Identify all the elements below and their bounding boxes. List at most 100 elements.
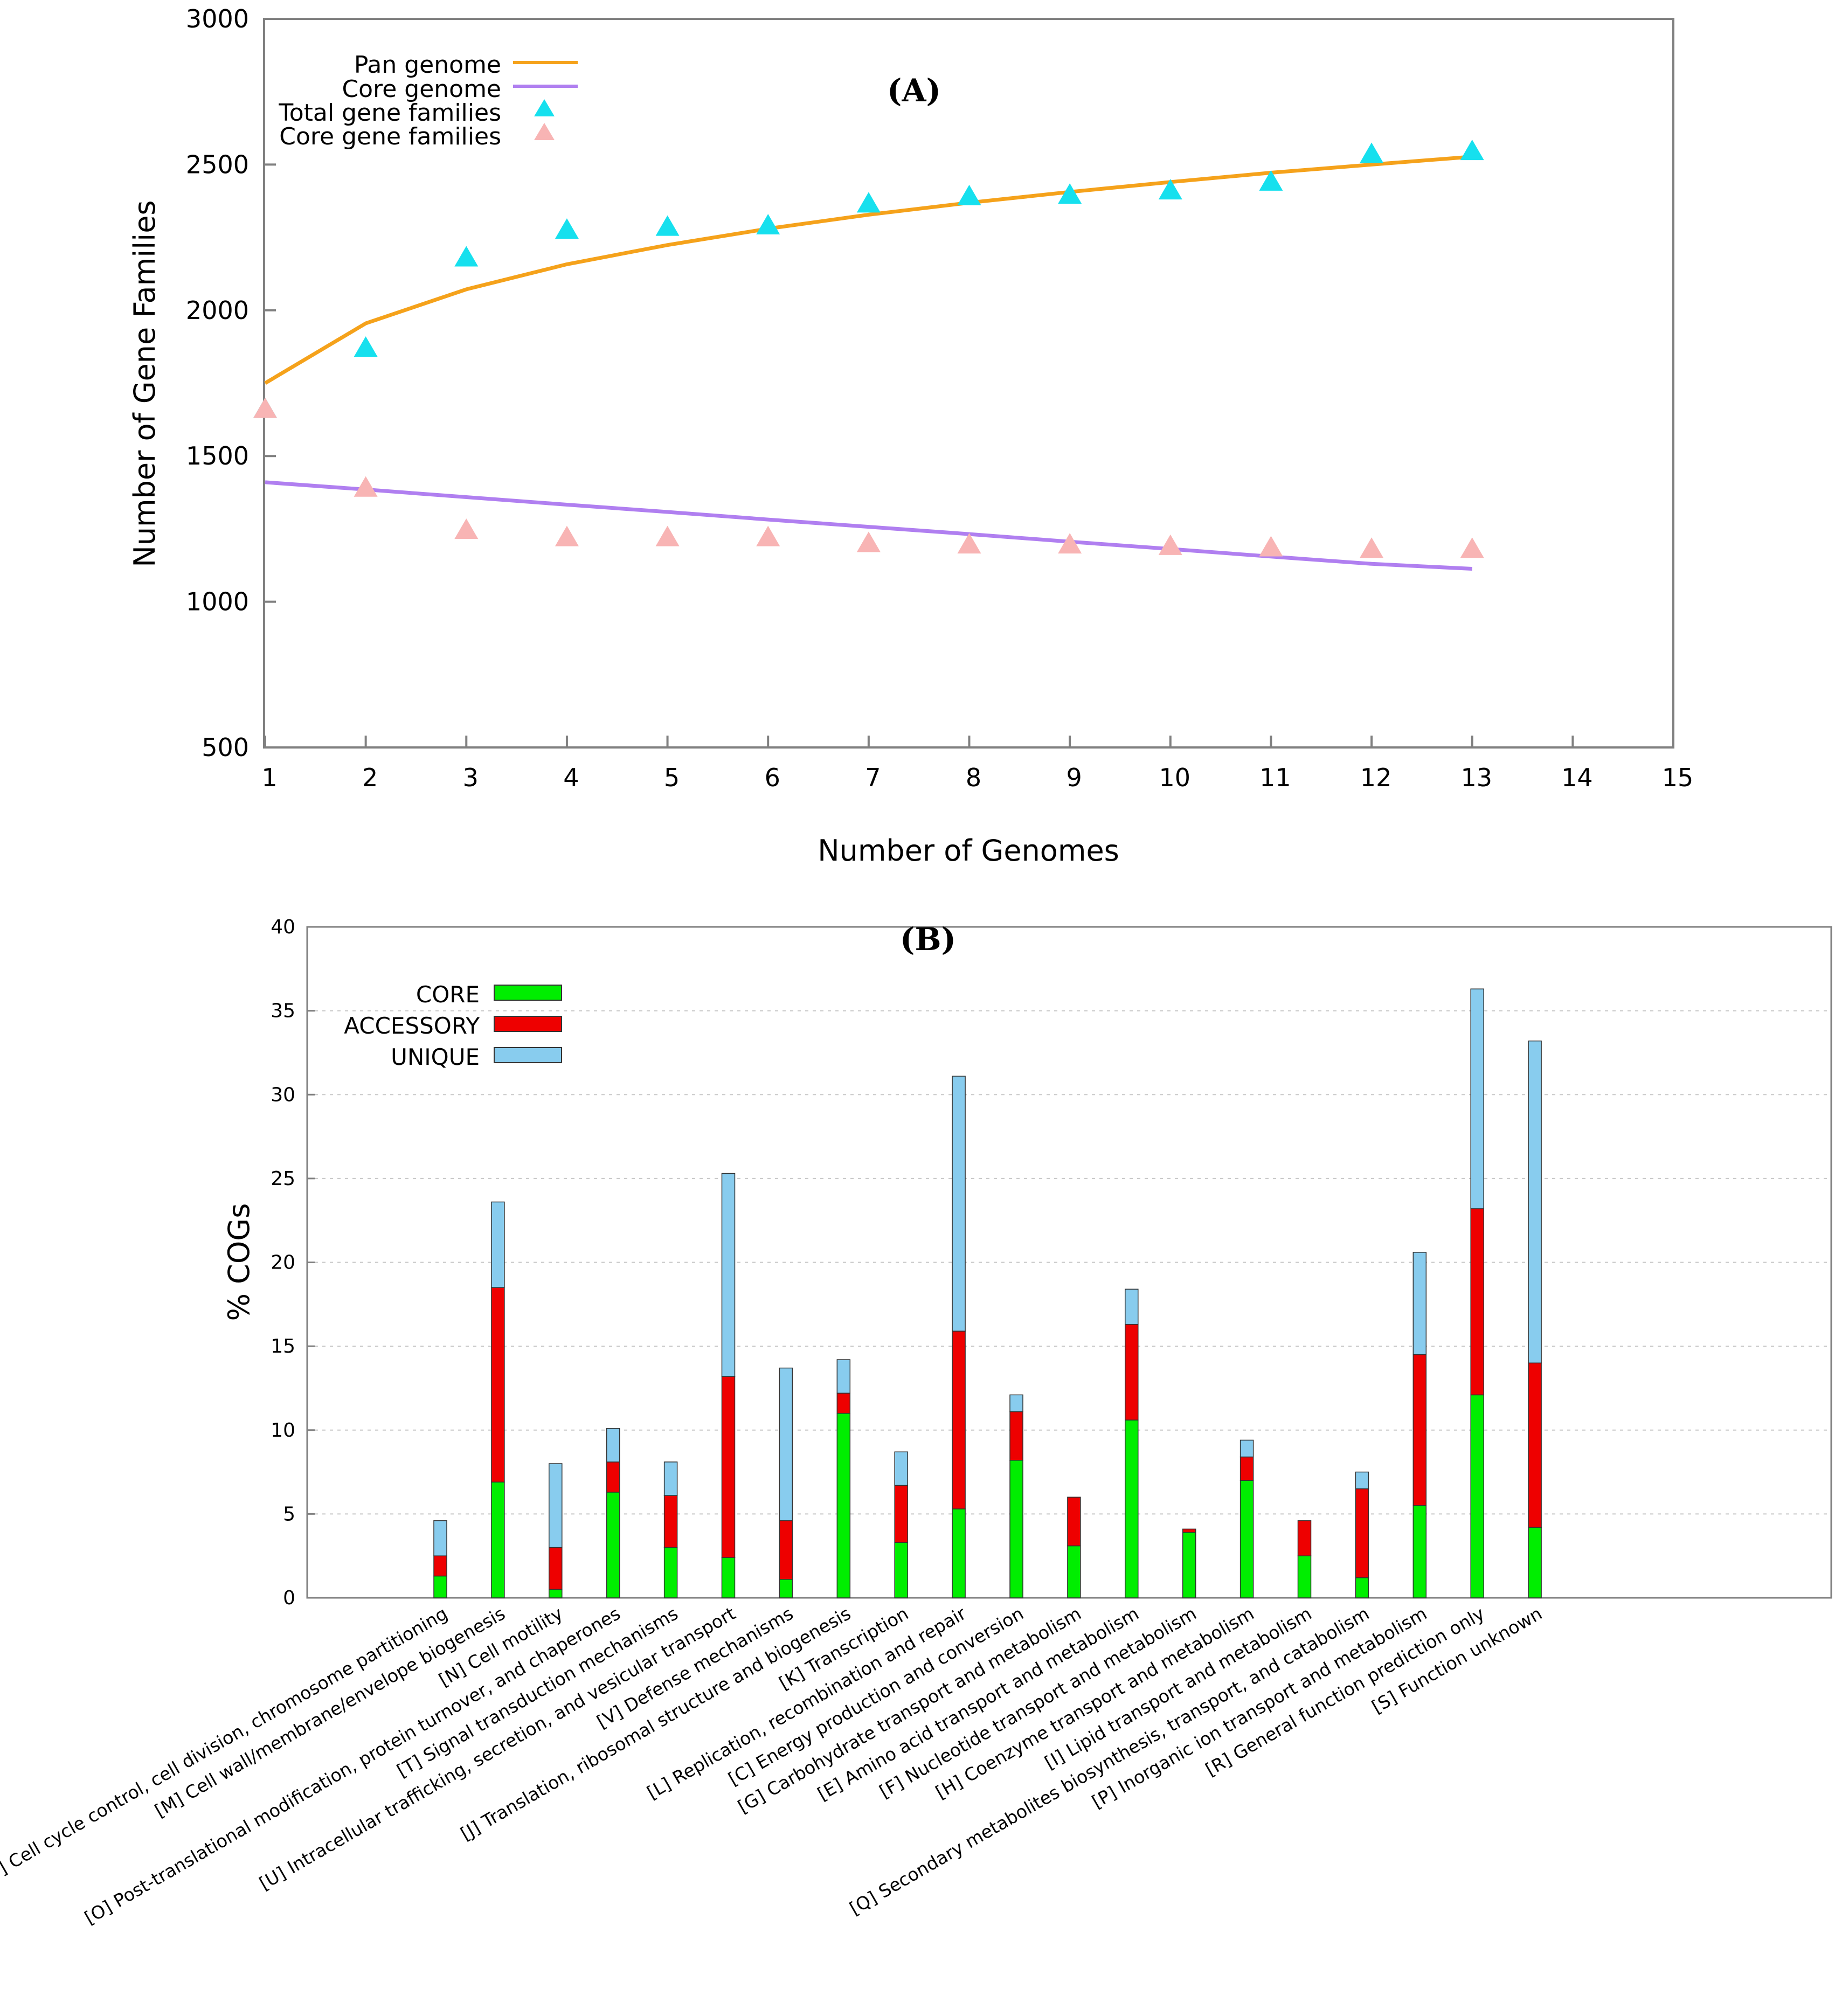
bar-segment-unique (1239, 1439, 1254, 1458)
marker-core-gene-families (354, 476, 378, 497)
bar-segment-unique (1528, 1040, 1542, 1363)
bar-segment-accessory (1355, 1488, 1369, 1578)
bar-segment-accessory (663, 1495, 678, 1548)
panel-a-y-tick-label: 3000 (186, 4, 249, 33)
panel-a-x-tick-label: 2 (362, 763, 378, 792)
bar-segment-accessory (491, 1287, 505, 1482)
bar-segment-unique (894, 1451, 908, 1486)
panel-b-y-tick-label: 5 (283, 1503, 295, 1525)
bar-segment-accessory (1067, 1497, 1081, 1547)
bar-segment-core (491, 1481, 505, 1598)
panel-a-x-tick-label: 13 (1460, 763, 1492, 792)
panel-b-y-tick-label: 15 (271, 1335, 295, 1357)
bar-segment-unique (836, 1359, 851, 1394)
panel-a-y-tick-label: 2500 (186, 150, 249, 179)
panel-a-x-tick-label: 9 (1067, 763, 1082, 792)
bar-segment-core (836, 1412, 851, 1598)
panel-b-legend: CORE ACCESSORY UNIQUE (344, 981, 562, 1070)
marker-total-gene-families (354, 336, 378, 357)
marker-core-gene-families (655, 525, 680, 546)
bar-segment-unique (1355, 1471, 1369, 1490)
panel-b-y-tick-label: 35 (271, 1000, 295, 1022)
marker-total-gene-families (1158, 179, 1182, 200)
marker-core-gene-families (1259, 536, 1283, 557)
bar-segment-core (779, 1579, 793, 1598)
panel-b-y-tick-label: 25 (271, 1168, 295, 1190)
bar-segment-core (433, 1575, 447, 1598)
bar-segment-core (1239, 1480, 1254, 1598)
panel-b-label: (B) (900, 921, 956, 958)
bar-segment-unique (1470, 988, 1484, 1209)
panel-b-y-tick-label: 10 (271, 1419, 295, 1442)
panel-a-x-tick-label: 7 (865, 763, 881, 792)
bar-segment-accessory (549, 1547, 563, 1590)
panel-b-y-tick-label: 40 (271, 916, 295, 938)
bar-segment-core (1067, 1545, 1081, 1598)
panel-a-x-tick-label: 4 (563, 763, 579, 792)
marker-total-gene-families (957, 184, 981, 205)
panel-a-x-axis-title: Number of Genomes (818, 834, 1119, 868)
marker-total-gene-families (454, 246, 479, 267)
bar-segment-unique (1125, 1288, 1139, 1325)
panel-a-x-tick-label: 8 (966, 763, 981, 792)
bar-segment-core (1528, 1527, 1542, 1598)
bar-segment-accessory (721, 1376, 736, 1558)
panel-a-x-tick-label: 6 (765, 763, 780, 792)
bar-segment-unique (779, 1367, 793, 1521)
bar-segment-core (894, 1542, 908, 1598)
marker-total-gene-families (1058, 183, 1082, 204)
marker-core-gene-families (957, 533, 981, 554)
bar-segment-unique (1009, 1394, 1023, 1412)
panel-a-y-tick-label: 500 (202, 733, 249, 762)
marker-core-gene-families (1360, 537, 1384, 558)
legend-swatch-total-gene-families (534, 99, 555, 116)
bar-segment-accessory (433, 1555, 447, 1577)
legend-label-total-gene-families: Total gene families (278, 99, 501, 127)
panel-a-x-tick-label: 11 (1259, 763, 1291, 792)
panel-b-y-tick-label: 0 (283, 1587, 295, 1609)
legend-swatch-accessory (494, 1016, 562, 1032)
panel-a-y-tick-label: 1000 (186, 587, 249, 616)
marker-total-gene-families (1460, 140, 1484, 161)
legend-label-pan-genome: Pan genome (354, 51, 501, 79)
marker-core-gene-families (555, 525, 579, 546)
marker-core-gene-families (856, 531, 881, 552)
bar-segment-accessory (1470, 1208, 1484, 1396)
bar-segment-unique (549, 1463, 563, 1548)
bar-segment-unique (952, 1076, 966, 1332)
panel-a-x-tick-label: 12 (1360, 763, 1392, 792)
bar-segment-core (663, 1547, 678, 1598)
bar-segment-unique (1412, 1252, 1427, 1355)
bar-segment-accessory (1125, 1324, 1139, 1421)
panel-b-y-axis-title: % COGs (222, 1203, 256, 1321)
marker-total-gene-families (756, 213, 780, 234)
marker-total-gene-families (1360, 142, 1384, 163)
panel-a-y-tick-label: 2000 (186, 296, 249, 325)
bar-segment-core (1355, 1577, 1369, 1598)
panel-a-plot-frame (263, 18, 1674, 749)
legend-label-core: CORE (416, 981, 480, 1008)
bar-segment-accessory (606, 1461, 620, 1493)
bar-segment-accessory (1297, 1520, 1312, 1556)
marker-core-gene-families (756, 525, 780, 546)
bar-segment-accessory (836, 1393, 851, 1414)
panel-a-y-axis-title: Number of Gene Families (128, 200, 162, 567)
bar-segment-accessory (779, 1520, 793, 1580)
panel-a-x-tick-label: 1 (261, 763, 277, 792)
bar-segment-core (549, 1589, 563, 1598)
bar-segment-accessory (1182, 1528, 1196, 1533)
bar-segment-unique (721, 1173, 736, 1377)
bar-segment-accessory (952, 1331, 966, 1509)
bar-segment-core (1182, 1532, 1196, 1598)
bar-segment-core (1470, 1394, 1484, 1598)
marker-core-gene-families (253, 397, 277, 418)
bar-segment-unique (606, 1428, 620, 1463)
marker-total-gene-families (655, 215, 680, 236)
bar-segment-accessory (1239, 1456, 1254, 1481)
bar-segment-core (1412, 1505, 1427, 1598)
bar-segment-core (1125, 1419, 1139, 1598)
bar-segment-unique (433, 1520, 447, 1556)
legend-label-accessory: ACCESSORY (344, 1013, 480, 1039)
